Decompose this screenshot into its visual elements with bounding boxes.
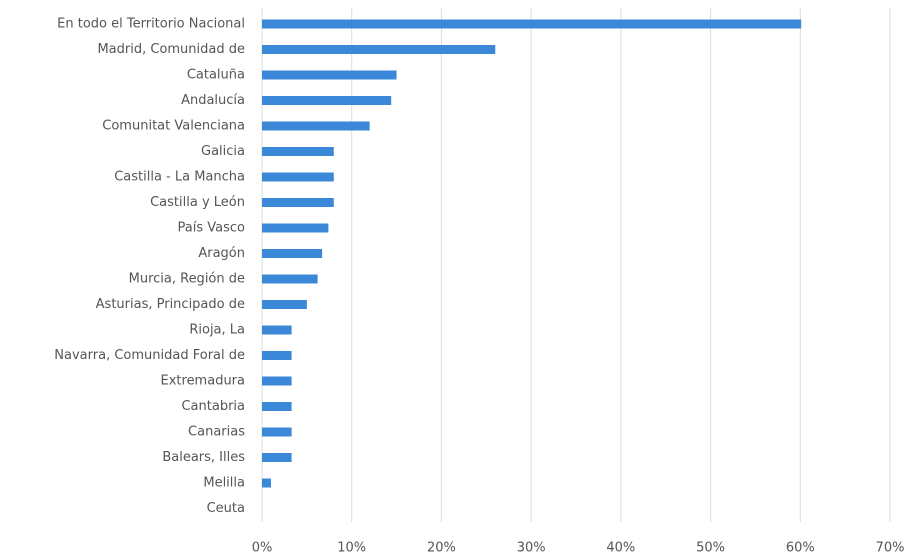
- bar: [262, 249, 323, 258]
- bar: [262, 402, 292, 411]
- bar: [262, 274, 318, 284]
- y-tick-label: Balears, Illes: [162, 450, 245, 465]
- y-tick-label: Galicia: [201, 144, 245, 159]
- y-tick-label: Murcia, Región de: [129, 272, 245, 287]
- bar: [262, 147, 334, 156]
- x-tick-label: 30%: [517, 541, 546, 556]
- y-tick-label: Comunitat Valenciana: [102, 119, 245, 134]
- y-tick-label: Castilla y León: [150, 195, 245, 210]
- bar: [262, 325, 292, 335]
- bar: [262, 300, 307, 309]
- x-tick-label: 0%: [252, 541, 273, 556]
- x-tick-label: 50%: [696, 541, 725, 556]
- y-tick-label: Castilla - La Mancha: [114, 170, 245, 185]
- y-tick-label: Canarias: [188, 425, 245, 440]
- bar: [262, 198, 334, 207]
- bar: [262, 427, 292, 437]
- bar: [262, 96, 392, 105]
- y-tick-label: Madrid, Comunidad de: [97, 42, 245, 57]
- bar: [262, 172, 334, 182]
- y-tick-label: Cantabria: [181, 399, 245, 414]
- x-tick-label: 60%: [786, 541, 815, 556]
- y-tick-label: País Vasco: [178, 221, 246, 236]
- bar: [262, 70, 397, 80]
- y-tick-label: Asturias, Principado de: [96, 297, 245, 312]
- x-tick-label: 70%: [876, 541, 905, 556]
- y-tick-label: Aragón: [198, 246, 245, 261]
- x-tick-label: 10%: [337, 541, 366, 556]
- y-tick-label: Melilla: [203, 476, 245, 491]
- bar: [262, 351, 292, 360]
- bar: [262, 19, 802, 29]
- y-tick-label: Cataluña: [187, 68, 245, 83]
- y-tick-label: Andalucía: [181, 93, 245, 108]
- x-tick-label: 40%: [606, 541, 635, 556]
- y-tick-label: Rioja, La: [189, 323, 245, 338]
- bar: [262, 376, 292, 386]
- y-tick-label: En todo el Territorio Nacional: [57, 17, 245, 32]
- y-tick-label: Navarra, Comunidad Foral de: [54, 348, 245, 363]
- bar: [262, 478, 271, 488]
- bar: [262, 223, 329, 233]
- bar: [262, 453, 292, 462]
- y-tick-label: Ceuta: [207, 501, 245, 516]
- y-tick-label: Extremadura: [161, 374, 246, 389]
- x-tick-label: 20%: [427, 541, 456, 556]
- bar: [262, 45, 496, 54]
- bar: [262, 121, 370, 131]
